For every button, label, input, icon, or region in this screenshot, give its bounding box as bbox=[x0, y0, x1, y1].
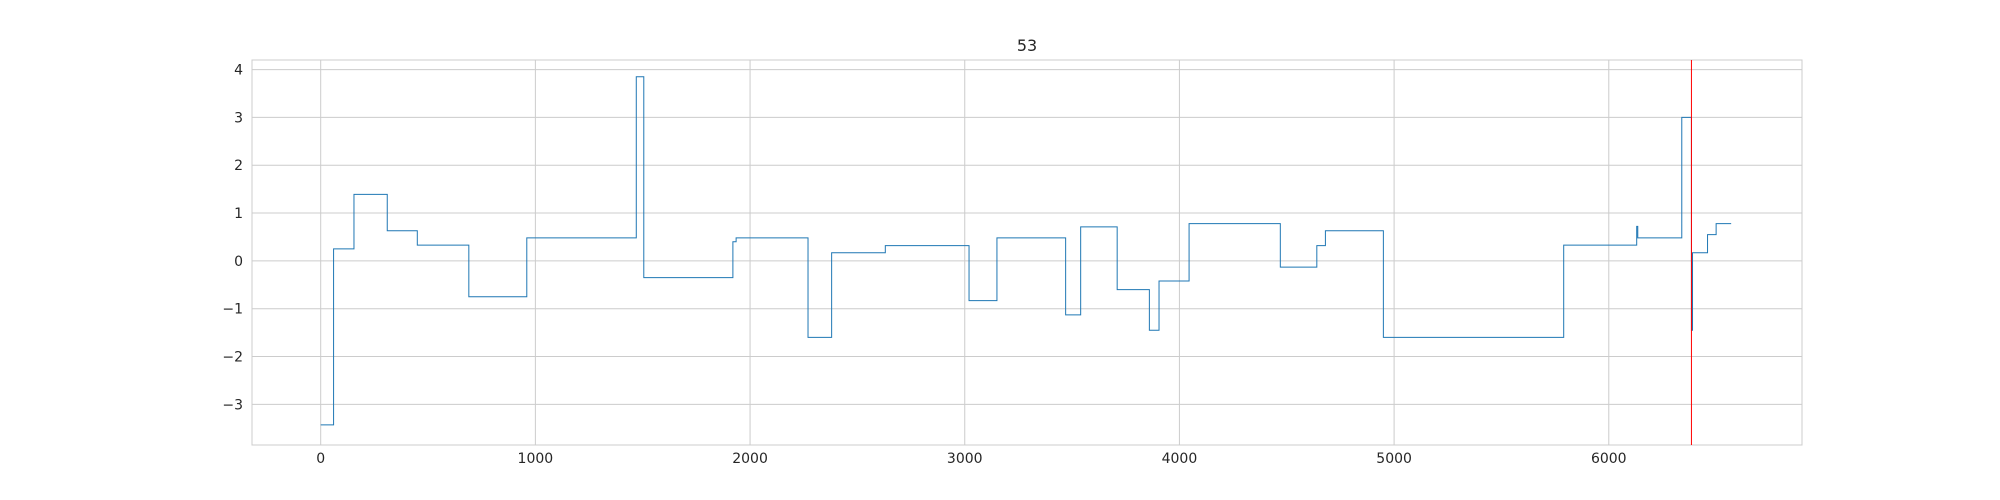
y-tick-label: 3 bbox=[234, 110, 243, 126]
y-tick-label: −2 bbox=[222, 350, 243, 366]
x-tick-label: 0 bbox=[316, 451, 325, 467]
y-tick-label: 4 bbox=[234, 63, 243, 79]
x-tick-label: 6000 bbox=[1591, 451, 1627, 467]
x-tick-label: 1000 bbox=[518, 451, 554, 467]
y-tick-label: 2 bbox=[234, 158, 243, 174]
y-tick-label: 1 bbox=[234, 206, 243, 222]
x-tick-label: 5000 bbox=[1376, 451, 1412, 467]
x-tick-label: 3000 bbox=[947, 451, 983, 467]
y-tick-label: −1 bbox=[222, 302, 243, 318]
x-tick-label: 4000 bbox=[1162, 451, 1198, 467]
series-line bbox=[320, 76, 1732, 426]
plot-area bbox=[320, 60, 1732, 445]
plot-frame bbox=[251, 59, 1803, 446]
grid-lines bbox=[252, 60, 1802, 445]
axes: 0 1000 2000 3000 4000 5000 6000 −3 −2 −1 0 1 2 3 4 bbox=[222, 59, 1803, 467]
y-tick-label: −3 bbox=[222, 397, 243, 413]
x-tick-label: 2000 bbox=[732, 451, 768, 467]
y-tick-label: 0 bbox=[234, 254, 243, 270]
chart-title: 53 bbox=[1017, 36, 1037, 55]
